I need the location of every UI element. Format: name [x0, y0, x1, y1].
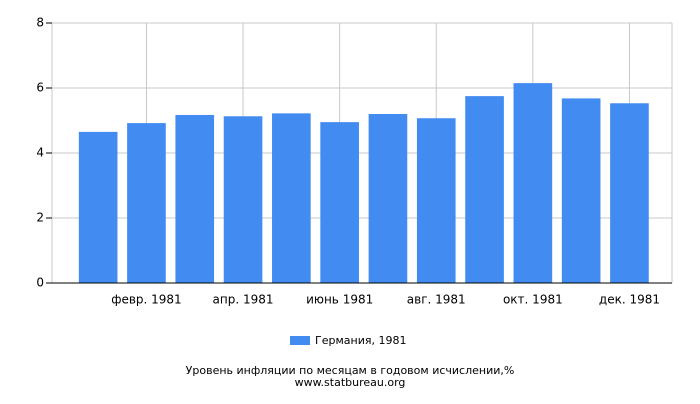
y-tick-label: 4	[36, 146, 44, 160]
x-tick-label: апр. 1981	[213, 293, 274, 307]
bar	[223, 116, 263, 284]
bar	[561, 98, 601, 284]
x-tick-label: дек. 1981	[599, 293, 660, 307]
bar	[320, 122, 359, 283]
legend-swatch	[290, 336, 310, 345]
x-tick-label: июнь 1981	[306, 293, 373, 307]
y-tick-label: 6	[36, 81, 44, 95]
bar	[272, 113, 311, 283]
bar	[175, 114, 215, 283]
legend-label: Германия, 1981	[315, 334, 406, 347]
bar	[416, 118, 456, 283]
bar	[127, 123, 166, 283]
x-tick-label: окт. 1981	[503, 293, 563, 307]
chart-title: Уровень инфляции по месяцам в годовом ис…	[186, 364, 515, 377]
y-tick-label: 2	[36, 211, 44, 225]
bar	[465, 96, 504, 283]
bar	[78, 131, 118, 283]
source: www.statbureau.org	[295, 376, 406, 389]
y-tick-label: 8	[36, 16, 44, 30]
y-tick-label: 0	[36, 276, 44, 290]
bar	[368, 114, 408, 283]
x-tick-label: февр. 1981	[111, 293, 182, 307]
bar	[610, 103, 649, 284]
bar	[513, 83, 553, 283]
x-tick-label: авг. 1981	[407, 293, 466, 307]
